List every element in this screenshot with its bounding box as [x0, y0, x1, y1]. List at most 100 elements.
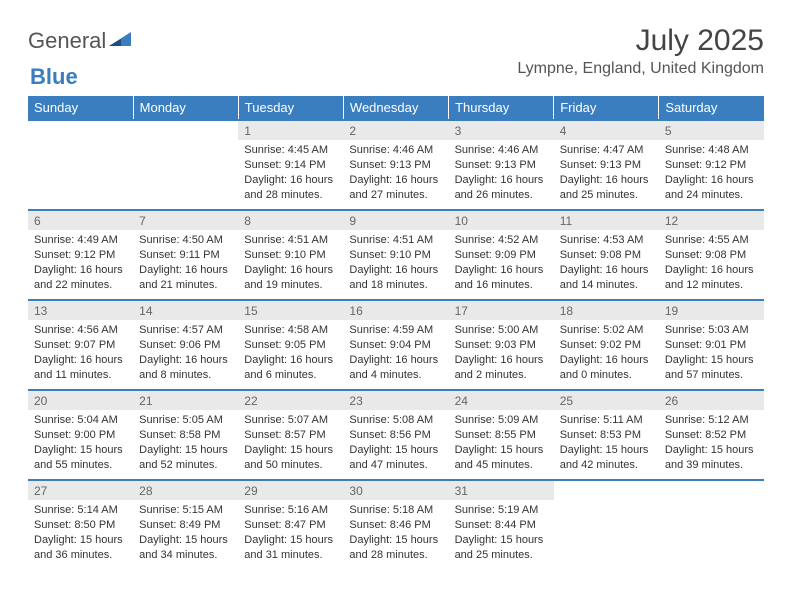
day-number: 14 [133, 301, 238, 320]
calendar-cell: 11Sunrise: 4:53 AMSunset: 9:08 PMDayligh… [554, 210, 659, 300]
calendar-cell: 5Sunrise: 4:48 AMSunset: 9:12 PMDaylight… [659, 120, 764, 210]
weekday-header: Monday [133, 96, 238, 120]
day-number: 17 [449, 301, 554, 320]
calendar-cell: 26Sunrise: 5:12 AMSunset: 8:52 PMDayligh… [659, 390, 764, 480]
calendar-cell: 30Sunrise: 5:18 AMSunset: 8:46 PMDayligh… [343, 480, 448, 570]
day-body: Sunrise: 5:03 AMSunset: 9:01 PMDaylight:… [659, 320, 764, 384]
day-number: 2 [343, 121, 448, 140]
calendar-cell: 7Sunrise: 4:50 AMSunset: 9:11 PMDaylight… [133, 210, 238, 300]
calendar-head: SundayMondayTuesdayWednesdayThursdayFrid… [28, 96, 764, 120]
calendar-cell: 25Sunrise: 5:11 AMSunset: 8:53 PMDayligh… [554, 390, 659, 480]
logo: General [28, 28, 133, 54]
title-block: July 2025 Lympne, England, United Kingdo… [517, 24, 764, 78]
day-number: 10 [449, 211, 554, 230]
calendar-cell: 13Sunrise: 4:56 AMSunset: 9:07 PMDayligh… [28, 300, 133, 390]
calendar-cell: 20Sunrise: 5:04 AMSunset: 9:00 PMDayligh… [28, 390, 133, 480]
calendar-cell: 12Sunrise: 4:55 AMSunset: 9:08 PMDayligh… [659, 210, 764, 300]
calendar-cell: 31Sunrise: 5:19 AMSunset: 8:44 PMDayligh… [449, 480, 554, 570]
calendar-cell [659, 480, 764, 570]
day-body: Sunrise: 5:00 AMSunset: 9:03 PMDaylight:… [449, 320, 554, 384]
calendar-cell [554, 480, 659, 570]
day-body: Sunrise: 4:46 AMSunset: 9:13 PMDaylight:… [343, 140, 448, 204]
calendar-body: 1Sunrise: 4:45 AMSunset: 9:14 PMDaylight… [28, 120, 764, 570]
calendar-cell [133, 120, 238, 210]
day-body: Sunrise: 4:59 AMSunset: 9:04 PMDaylight:… [343, 320, 448, 384]
day-body: Sunrise: 4:51 AMSunset: 9:10 PMDaylight:… [343, 230, 448, 294]
day-number: 1 [238, 121, 343, 140]
calendar-cell: 28Sunrise: 5:15 AMSunset: 8:49 PMDayligh… [133, 480, 238, 570]
calendar-row: 1Sunrise: 4:45 AMSunset: 9:14 PMDaylight… [28, 120, 764, 210]
logo-word1: General [28, 28, 106, 54]
day-body: Sunrise: 5:15 AMSunset: 8:49 PMDaylight:… [133, 500, 238, 564]
day-body: Sunrise: 5:14 AMSunset: 8:50 PMDaylight:… [28, 500, 133, 564]
calendar-cell: 17Sunrise: 5:00 AMSunset: 9:03 PMDayligh… [449, 300, 554, 390]
calendar-table: SundayMondayTuesdayWednesdayThursdayFrid… [28, 96, 764, 570]
day-number: 15 [238, 301, 343, 320]
day-body: Sunrise: 5:18 AMSunset: 8:46 PMDaylight:… [343, 500, 448, 564]
day-body: Sunrise: 4:49 AMSunset: 9:12 PMDaylight:… [28, 230, 133, 294]
logo-word2: Blue [30, 64, 78, 90]
calendar-cell: 9Sunrise: 4:51 AMSunset: 9:10 PMDaylight… [343, 210, 448, 300]
day-number: 29 [238, 481, 343, 500]
day-number: 3 [449, 121, 554, 140]
day-number: 20 [28, 391, 133, 410]
day-number: 26 [659, 391, 764, 410]
day-body: Sunrise: 5:19 AMSunset: 8:44 PMDaylight:… [449, 500, 554, 564]
day-number: 19 [659, 301, 764, 320]
calendar-cell: 14Sunrise: 4:57 AMSunset: 9:06 PMDayligh… [133, 300, 238, 390]
day-body: Sunrise: 4:46 AMSunset: 9:13 PMDaylight:… [449, 140, 554, 204]
day-number: 6 [28, 211, 133, 230]
day-body: Sunrise: 4:51 AMSunset: 9:10 PMDaylight:… [238, 230, 343, 294]
day-number: 30 [343, 481, 448, 500]
day-body: Sunrise: 4:53 AMSunset: 9:08 PMDaylight:… [554, 230, 659, 294]
day-body: Sunrise: 4:56 AMSunset: 9:07 PMDaylight:… [28, 320, 133, 384]
day-number: 5 [659, 121, 764, 140]
weekday-header: Friday [554, 96, 659, 120]
calendar-cell: 16Sunrise: 4:59 AMSunset: 9:04 PMDayligh… [343, 300, 448, 390]
day-number: 18 [554, 301, 659, 320]
day-body: Sunrise: 5:04 AMSunset: 9:00 PMDaylight:… [28, 410, 133, 474]
day-number: 27 [28, 481, 133, 500]
day-number: 8 [238, 211, 343, 230]
day-number: 24 [449, 391, 554, 410]
calendar-cell: 23Sunrise: 5:08 AMSunset: 8:56 PMDayligh… [343, 390, 448, 480]
day-number: 4 [554, 121, 659, 140]
calendar-cell: 3Sunrise: 4:46 AMSunset: 9:13 PMDaylight… [449, 120, 554, 210]
day-number: 28 [133, 481, 238, 500]
day-number: 13 [28, 301, 133, 320]
day-body: Sunrise: 4:58 AMSunset: 9:05 PMDaylight:… [238, 320, 343, 384]
day-number: 16 [343, 301, 448, 320]
calendar-cell: 4Sunrise: 4:47 AMSunset: 9:13 PMDaylight… [554, 120, 659, 210]
calendar-cell: 15Sunrise: 4:58 AMSunset: 9:05 PMDayligh… [238, 300, 343, 390]
day-body: Sunrise: 5:16 AMSunset: 8:47 PMDaylight:… [238, 500, 343, 564]
calendar-cell: 6Sunrise: 4:49 AMSunset: 9:12 PMDaylight… [28, 210, 133, 300]
day-body: Sunrise: 4:52 AMSunset: 9:09 PMDaylight:… [449, 230, 554, 294]
calendar-cell: 22Sunrise: 5:07 AMSunset: 8:57 PMDayligh… [238, 390, 343, 480]
calendar-cell: 1Sunrise: 4:45 AMSunset: 9:14 PMDaylight… [238, 120, 343, 210]
day-number: 21 [133, 391, 238, 410]
weekday-header: Sunday [28, 96, 133, 120]
day-body: Sunrise: 5:05 AMSunset: 8:58 PMDaylight:… [133, 410, 238, 474]
calendar-cell: 27Sunrise: 5:14 AMSunset: 8:50 PMDayligh… [28, 480, 133, 570]
day-body: Sunrise: 4:48 AMSunset: 9:12 PMDaylight:… [659, 140, 764, 204]
calendar-cell: 19Sunrise: 5:03 AMSunset: 9:01 PMDayligh… [659, 300, 764, 390]
location: Lympne, England, United Kingdom [517, 60, 764, 78]
month-title: July 2025 [517, 24, 764, 58]
day-body: Sunrise: 5:02 AMSunset: 9:02 PMDaylight:… [554, 320, 659, 384]
day-number: 11 [554, 211, 659, 230]
day-body: Sunrise: 4:47 AMSunset: 9:13 PMDaylight:… [554, 140, 659, 204]
day-body: Sunrise: 4:55 AMSunset: 9:08 PMDaylight:… [659, 230, 764, 294]
calendar-cell: 29Sunrise: 5:16 AMSunset: 8:47 PMDayligh… [238, 480, 343, 570]
day-body: Sunrise: 4:45 AMSunset: 9:14 PMDaylight:… [238, 140, 343, 204]
calendar-row: 13Sunrise: 4:56 AMSunset: 9:07 PMDayligh… [28, 300, 764, 390]
day-number: 22 [238, 391, 343, 410]
calendar-row: 27Sunrise: 5:14 AMSunset: 8:50 PMDayligh… [28, 480, 764, 570]
day-body: Sunrise: 5:12 AMSunset: 8:52 PMDaylight:… [659, 410, 764, 474]
day-body: Sunrise: 5:09 AMSunset: 8:55 PMDaylight:… [449, 410, 554, 474]
calendar-cell: 21Sunrise: 5:05 AMSunset: 8:58 PMDayligh… [133, 390, 238, 480]
calendar-cell: 10Sunrise: 4:52 AMSunset: 9:09 PMDayligh… [449, 210, 554, 300]
day-body: Sunrise: 5:07 AMSunset: 8:57 PMDaylight:… [238, 410, 343, 474]
calendar-row: 6Sunrise: 4:49 AMSunset: 9:12 PMDaylight… [28, 210, 764, 300]
weekday-header: Saturday [659, 96, 764, 120]
weekday-row: SundayMondayTuesdayWednesdayThursdayFrid… [28, 96, 764, 120]
